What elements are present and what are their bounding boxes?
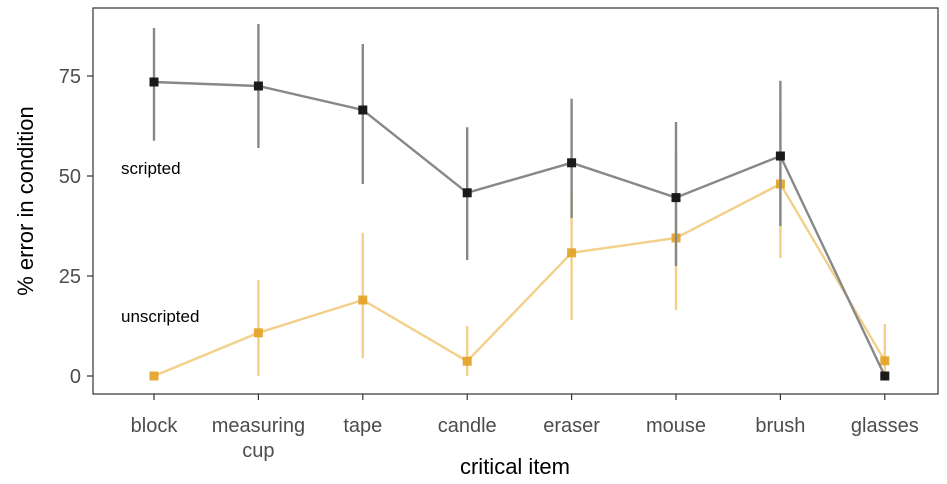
x-tick-label-line: measuring xyxy=(212,415,305,437)
x-tick-label: glasses xyxy=(851,415,919,437)
data-point xyxy=(567,158,577,168)
data-point xyxy=(358,105,368,115)
y-tick-label: 25 xyxy=(59,266,81,288)
series-layer xyxy=(149,24,890,381)
data-point xyxy=(567,248,577,258)
data-point xyxy=(149,371,159,381)
data-point xyxy=(775,151,785,161)
data-point xyxy=(462,188,472,198)
x-tick-label-line: mouse xyxy=(646,415,706,437)
x-tick-label: candle xyxy=(438,415,497,437)
y-tick-label: 75 xyxy=(59,66,81,88)
x-tick-label-line: brush xyxy=(755,415,805,437)
x-tick-label-line: candle xyxy=(438,415,497,437)
x-tick-label: eraser xyxy=(543,415,600,437)
data-point xyxy=(462,356,472,366)
x-tick-label: tape xyxy=(343,415,382,437)
x-tick-label-line: block xyxy=(131,415,179,437)
x-tick-label-line: tape xyxy=(343,415,382,437)
data-point xyxy=(253,328,263,338)
y-tick-label: 50 xyxy=(59,166,81,188)
y-axis-title: % error in condition xyxy=(13,106,38,296)
x-tick-label: measuring cup xyxy=(212,415,305,462)
x-tick-label: mouse xyxy=(646,415,706,437)
x-tick-label: block xyxy=(131,415,179,437)
data-point xyxy=(149,77,159,87)
plot-panel xyxy=(92,7,939,395)
data-point xyxy=(253,81,263,91)
x-tick-label-line: cup xyxy=(242,440,274,462)
y-tick-label: 0 xyxy=(70,366,81,388)
series-label-scripted: scripted xyxy=(121,159,181,178)
series-scripted xyxy=(149,24,890,381)
y-axis: 0 25 50 75 xyxy=(59,66,93,388)
data-point xyxy=(880,371,890,381)
data-point xyxy=(358,295,368,305)
x-tick-label-line: glasses xyxy=(851,415,919,437)
series-line xyxy=(153,80,886,377)
series-label-unscripted: unscripted xyxy=(121,307,199,326)
x-tick-label-line: eraser xyxy=(543,415,600,437)
x-axis-title: critical item xyxy=(460,454,570,479)
data-point xyxy=(880,356,890,366)
x-axis: block measuring cup tape candle eraser mouse br… xyxy=(131,394,919,462)
series-line xyxy=(153,182,886,378)
x-tick-label: brush xyxy=(755,415,805,437)
data-point xyxy=(671,193,681,203)
